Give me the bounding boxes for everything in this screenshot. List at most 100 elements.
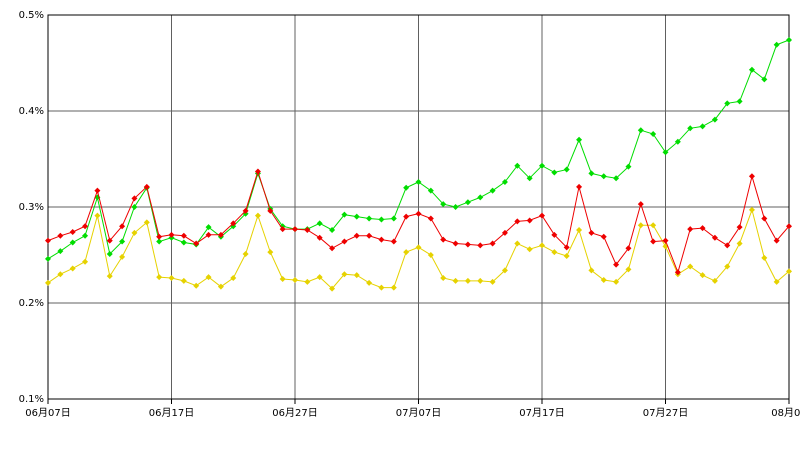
data-point (539, 212, 545, 219)
data-point (57, 248, 64, 255)
data-point (674, 269, 681, 276)
data-point (748, 173, 755, 180)
plot-frame (47, 14, 790, 400)
data-point (168, 275, 175, 282)
data-point (193, 282, 200, 289)
data-point (613, 278, 620, 285)
data-point (403, 213, 410, 220)
data-point (724, 242, 731, 249)
data-point (292, 226, 298, 233)
data-point (477, 277, 484, 284)
data-point (329, 245, 336, 252)
data-point (94, 212, 101, 219)
data-point (69, 228, 76, 235)
data-point (403, 249, 410, 256)
data-point (378, 284, 385, 291)
y-tick-label: 0.1% (19, 394, 44, 405)
data-point (57, 232, 64, 239)
data-point (292, 276, 298, 283)
data-point (168, 231, 175, 238)
data-point (390, 238, 397, 245)
data-point (242, 251, 249, 258)
data-point (650, 131, 657, 138)
data-point (131, 204, 138, 210)
data-point (650, 222, 657, 229)
data-point (551, 231, 558, 238)
y-tick-label: 0.2% (19, 298, 44, 309)
data-point (440, 201, 447, 208)
data-point (427, 215, 434, 222)
data-point (724, 263, 731, 270)
data-point (501, 267, 508, 274)
data-point (551, 249, 558, 256)
data-point (69, 239, 76, 246)
data-point (205, 231, 212, 238)
data-point (699, 123, 706, 130)
data-point (551, 169, 558, 176)
data-point (748, 206, 755, 213)
data-point (514, 218, 521, 225)
data-point (217, 283, 224, 290)
data-point (761, 215, 768, 222)
data-point (329, 285, 336, 292)
data-point (563, 244, 570, 251)
data-point (526, 175, 533, 182)
series-layer (45, 36, 792, 292)
data-point (489, 187, 496, 194)
data-point (82, 232, 89, 239)
data-point (464, 277, 471, 284)
data-point (254, 212, 261, 219)
data-point (452, 277, 459, 284)
data-point (662, 149, 669, 156)
data-point (563, 166, 570, 173)
x-tick-label: 07月27日 (643, 407, 688, 419)
data-point (390, 215, 397, 222)
data-point (501, 179, 508, 186)
data-point (193, 240, 200, 247)
data-point (415, 244, 422, 251)
data-point (156, 274, 163, 281)
data-point (304, 278, 311, 285)
data-point (378, 236, 385, 243)
data-point (106, 251, 113, 258)
data-point (452, 204, 459, 210)
data-point (773, 41, 780, 48)
data-point (341, 211, 348, 218)
data-point (415, 210, 422, 217)
data-point (378, 216, 385, 223)
data-point (180, 239, 187, 246)
data-point (674, 138, 681, 145)
data-point (353, 232, 360, 239)
data-point (452, 240, 459, 247)
x-tick-label: 07月07日 (396, 407, 441, 419)
data-point (687, 226, 694, 233)
data-point (489, 240, 496, 247)
data-point (526, 217, 533, 224)
data-point (464, 199, 471, 206)
x-tick-label: 07月17日 (519, 407, 564, 419)
data-point (316, 220, 323, 227)
data-point (316, 234, 323, 241)
data-point (637, 201, 644, 208)
data-point (711, 234, 718, 241)
data-point (637, 222, 644, 229)
data-point (600, 173, 607, 180)
data-point (613, 175, 620, 182)
data-point (464, 241, 471, 248)
data-point (156, 238, 163, 245)
data-point (588, 170, 595, 177)
data-point (786, 268, 792, 275)
data-point (230, 220, 237, 227)
data-point (353, 213, 360, 220)
y-tick-label: 0.3% (19, 202, 44, 213)
data-point (625, 163, 632, 170)
data-point (514, 240, 521, 247)
data-point (576, 183, 583, 190)
data-point (501, 229, 508, 236)
data-point (736, 224, 743, 231)
x-tick-label: 08月06 (771, 407, 800, 419)
data-point (82, 258, 89, 265)
data-point (637, 127, 644, 134)
data-point (440, 275, 447, 282)
